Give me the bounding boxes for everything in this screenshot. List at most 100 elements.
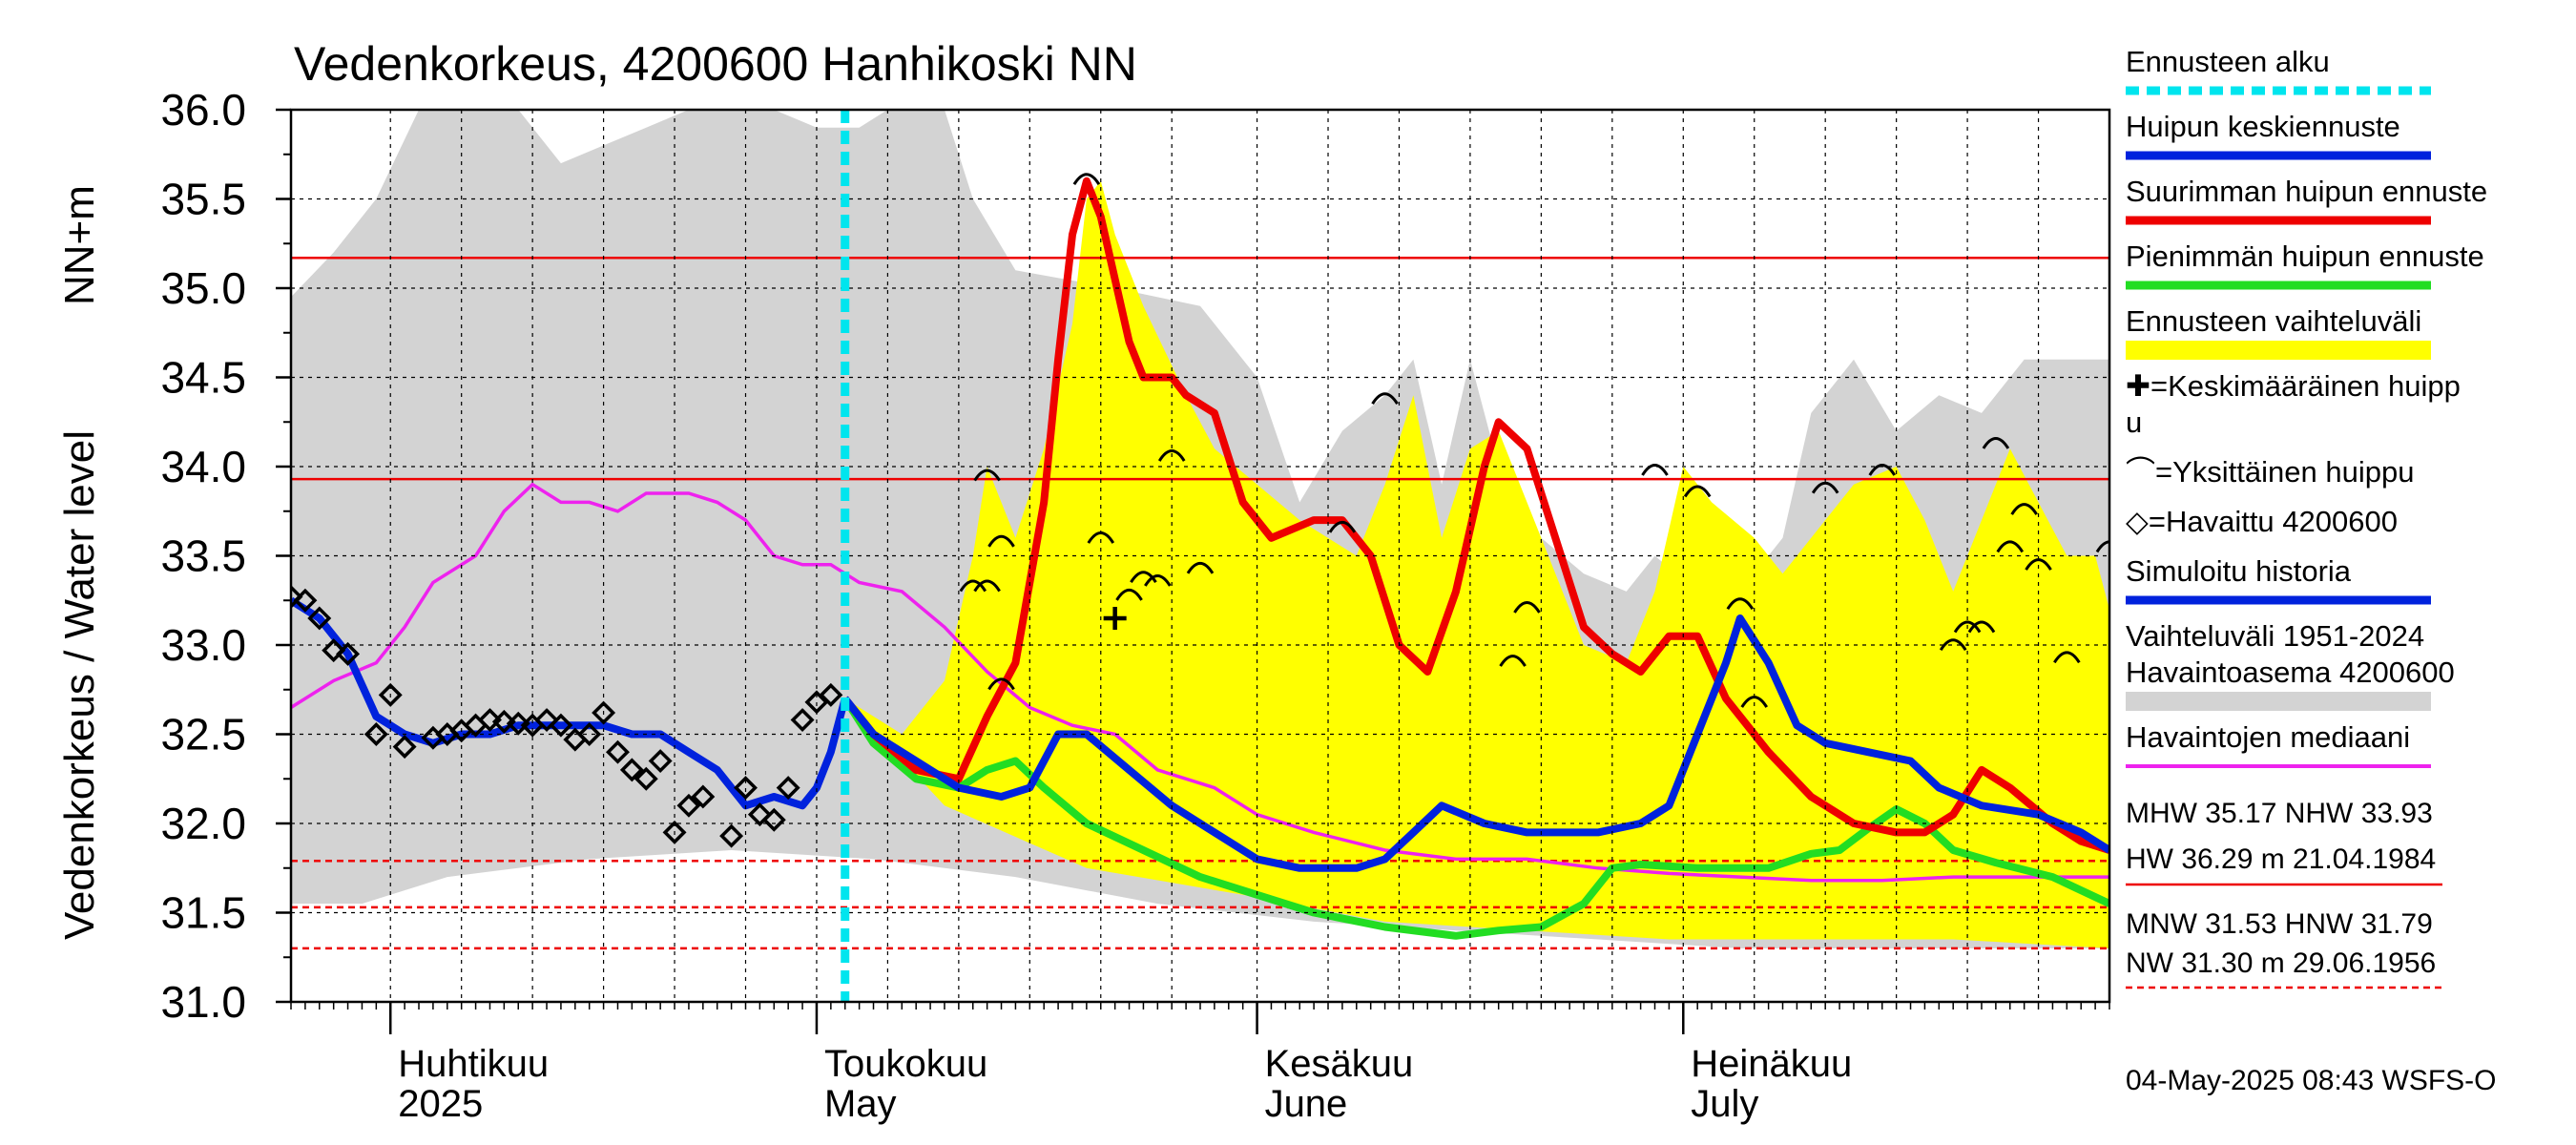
x-month-label: Heinäkuu bbox=[1691, 1043, 1852, 1085]
single-peak-mark bbox=[2053, 651, 2081, 664]
single-peak-mark bbox=[1641, 464, 1669, 476]
median-line bbox=[291, 482, 2109, 883]
observed-point bbox=[506, 711, 530, 736]
observed-point bbox=[577, 722, 602, 746]
legend-label: ✚=Keskimääräinen huipp bbox=[2126, 369, 2461, 403]
x-month-label: Toukokuu bbox=[824, 1043, 987, 1085]
stats-line-2: HW 36.29 m 21.04.1984 bbox=[2126, 843, 2436, 875]
y-tick-label: 36.0 bbox=[160, 85, 246, 135]
observed-point bbox=[776, 776, 800, 801]
observed-point bbox=[606, 739, 630, 764]
x-month-sublabel: June bbox=[1265, 1083, 1348, 1125]
observed-point bbox=[307, 606, 332, 631]
observed-point bbox=[719, 823, 744, 848]
observed-point bbox=[392, 735, 417, 760]
y-tick-label: 31.0 bbox=[160, 977, 246, 1027]
legend-label: Pienimmän huipun ennuste bbox=[2126, 239, 2484, 273]
single-peak-mark bbox=[1939, 638, 1967, 652]
legend-label: ⌒=Yksittäinen huippu bbox=[2126, 455, 2414, 489]
single-peak-mark bbox=[1726, 597, 1755, 611]
observed-point bbox=[491, 709, 516, 734]
single-peak-mark bbox=[1982, 436, 2010, 449]
observed-point bbox=[819, 682, 843, 707]
axes: 31.0 31.5 32.0 32.5 33.0 33.5 34.0 34.5 35.0 35.5… bbox=[160, 85, 2111, 1125]
min-peak-forecast-line bbox=[841, 696, 2109, 940]
single-peak-mark bbox=[1157, 449, 1186, 462]
single-peak-mark bbox=[959, 579, 987, 593]
single-peak-mark bbox=[1967, 620, 1996, 634]
observed-point bbox=[549, 713, 573, 738]
single-peak-mark bbox=[2095, 540, 2109, 553]
single-peak-mark bbox=[1371, 392, 1399, 406]
stats-line-1: MHW 35.17 NHW 33.93 bbox=[2126, 798, 2433, 829]
single-peak-mark bbox=[1130, 571, 1157, 584]
max-peak-forecast-line bbox=[841, 177, 2109, 854]
observed-point bbox=[619, 758, 644, 782]
observed-point bbox=[322, 638, 346, 663]
x-month-sublabel: May bbox=[824, 1083, 897, 1125]
chart-title: Vedenkorkeus, 4200600 Hanhikoski NN bbox=[294, 37, 1137, 91]
single-peak-mark bbox=[1683, 485, 1712, 498]
legend-swatch bbox=[2126, 692, 2431, 711]
single-peak-mark bbox=[1144, 573, 1172, 587]
observed-point bbox=[634, 766, 658, 791]
observed-point bbox=[364, 722, 388, 746]
legend-swatch bbox=[2126, 341, 2431, 360]
single-peak-mark bbox=[987, 534, 1015, 548]
observed-point bbox=[648, 749, 673, 774]
y-tick-label: 35.0 bbox=[160, 263, 246, 313]
single-peak-mark bbox=[1953, 620, 1982, 634]
single-peak-mark bbox=[1868, 464, 1897, 476]
mean-peak-mark bbox=[1103, 606, 1127, 630]
single-peak-mark bbox=[973, 468, 1001, 482]
observed-point bbox=[293, 588, 318, 613]
observed-point bbox=[790, 708, 815, 733]
legend-label-line2: Havaintoasema 4200600 bbox=[2126, 656, 2455, 689]
stats-line-4: NW 31.30 m 29.06.1956 bbox=[2126, 947, 2436, 979]
observed-point bbox=[534, 708, 559, 733]
observed-point bbox=[291, 585, 303, 609]
stats-line-3: MNW 31.53 HNW 31.79 bbox=[2126, 908, 2433, 940]
y-tick-label: 32.0 bbox=[160, 799, 246, 848]
observed-point bbox=[691, 784, 716, 809]
observed-point bbox=[336, 641, 361, 666]
forecast-range-band bbox=[844, 180, 2109, 948]
observed-point bbox=[761, 807, 786, 832]
legend-label: ◇=Havaittu 4200600 bbox=[2126, 505, 2398, 538]
timestamp: 04-May-2025 08:43 WSFS-O bbox=[2126, 1065, 2497, 1096]
single-peak-mark bbox=[1115, 588, 1143, 601]
legend-label: Suurimman huipun ennuste bbox=[2126, 175, 2487, 208]
y-tick-label: 33.0 bbox=[160, 620, 246, 670]
y-tick-label: 34.0 bbox=[160, 442, 246, 491]
single-peak-mark bbox=[1186, 561, 1215, 574]
y-tick-label: 32.5 bbox=[160, 710, 246, 760]
single-peak-mark bbox=[987, 677, 1015, 691]
single-peak-mark bbox=[973, 579, 1001, 593]
legend-label: Huipun keskiennuste bbox=[2126, 110, 2400, 143]
legend: Ennusteen alku Huipun keskiennuste Suurimm… bbox=[2126, 45, 2487, 768]
observed-point bbox=[676, 793, 701, 818]
x-month-sublabel: July bbox=[1691, 1083, 1758, 1125]
x-month-label: Kesäkuu bbox=[1265, 1043, 1414, 1085]
y-tick-label: 35.5 bbox=[160, 175, 246, 224]
x-month-sublabel: 2025 bbox=[398, 1083, 483, 1125]
legend-label: Simuloitu historia bbox=[2126, 554, 2352, 588]
y-tick-label: 33.5 bbox=[160, 531, 246, 581]
observed-point bbox=[747, 802, 772, 827]
single-peak-mark bbox=[1811, 481, 1839, 494]
single-peak-mark bbox=[1499, 655, 1527, 667]
legend-label: Ennusteen alku bbox=[2126, 45, 2330, 78]
y-tick-label: 34.5 bbox=[160, 353, 246, 403]
y-axis-label: Vedenkorkeus / Water level bbox=[56, 430, 103, 940]
single-peak-mark bbox=[1072, 173, 1101, 186]
single-peak-mark bbox=[1996, 540, 2025, 553]
legend-label: Vaihteluväli 1951-2024 bbox=[2126, 619, 2424, 653]
mean-peak-forecast-line bbox=[841, 614, 2109, 872]
single-peak-mark bbox=[1328, 520, 1357, 533]
observed-point bbox=[477, 708, 502, 733]
legend-label-line2: u bbox=[2126, 406, 2142, 439]
y-tick-label: 31.5 bbox=[160, 888, 246, 938]
single-peak-mark bbox=[2010, 503, 2038, 515]
legend-label: Ennusteen vaihteluväli bbox=[2126, 304, 2421, 338]
